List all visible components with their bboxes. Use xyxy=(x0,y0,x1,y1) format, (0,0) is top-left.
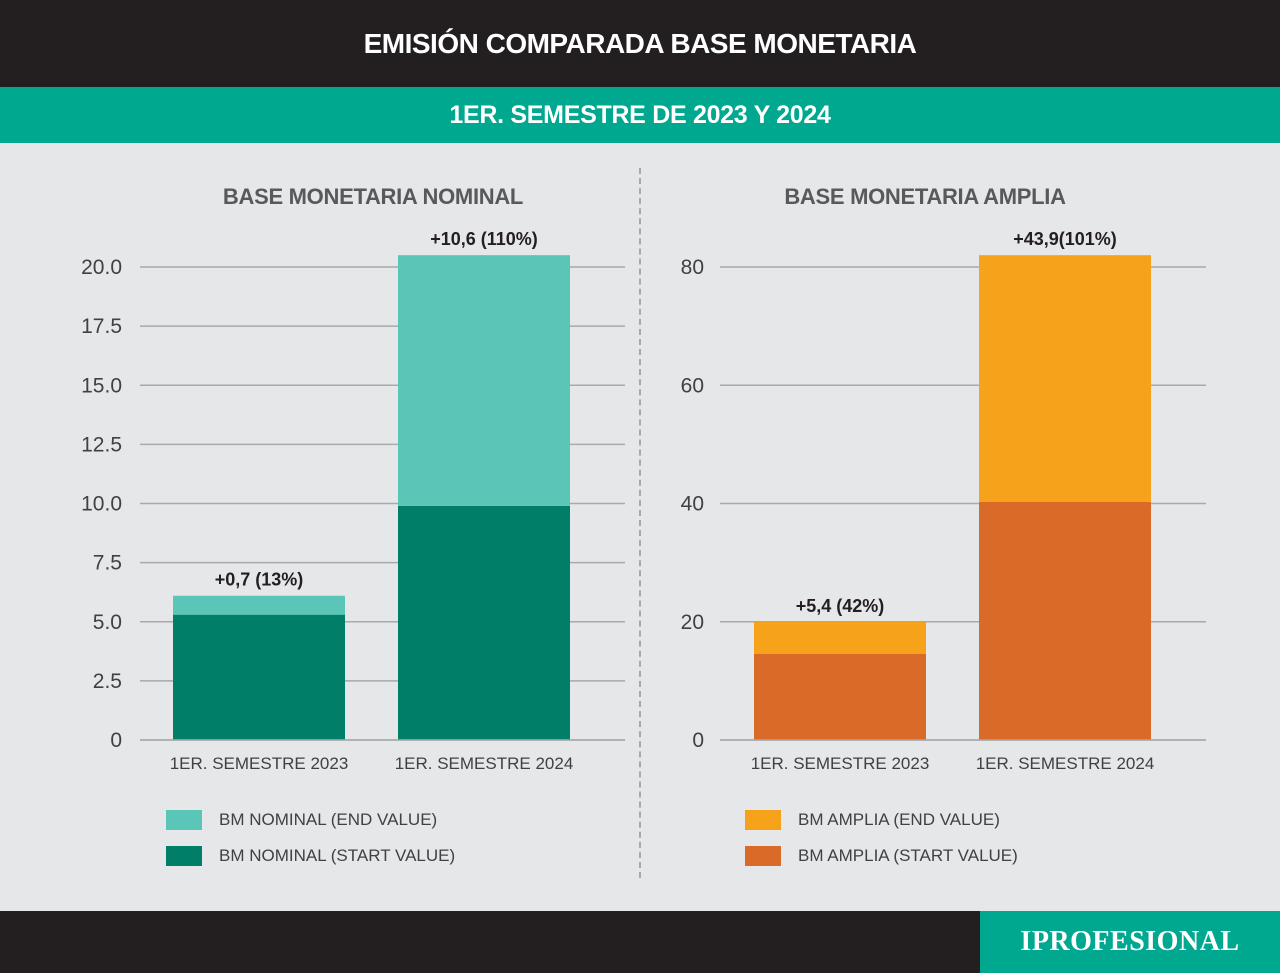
legend-item-nominal-end: BM NOMINAL (END VALUE) xyxy=(166,809,455,831)
panel-title-nominal: BASE MONETARIA NOMINAL xyxy=(222,184,524,209)
y-tick-label: 17.5 xyxy=(81,315,122,338)
bar-nominal-start-2 xyxy=(398,505,570,740)
bar-nominal-end-2 xyxy=(398,255,570,506)
panel-title-amplia: BASE MONETARIA AMPLIA xyxy=(784,184,1066,209)
x-tick-label: 1ER. SEMESTRE 2023 xyxy=(751,754,930,773)
legend-label-nominal-end: BM NOMINAL (END VALUE) xyxy=(219,810,438,829)
y-tick-label: 12.5 xyxy=(81,433,122,456)
x-tick-label: 1ER. SEMESTRE 2024 xyxy=(395,754,574,773)
x-tick-label: 1ER. SEMESTRE 2024 xyxy=(976,754,1155,773)
bar-amplia-start-2 xyxy=(979,501,1151,740)
legend-label-amplia-end: BM AMPLIA (END VALUE) xyxy=(798,810,1000,829)
y-tick-label: 20.0 xyxy=(81,256,122,279)
y-tick-label: 0 xyxy=(692,729,704,752)
y-tick-label: 10.0 xyxy=(81,493,122,516)
y-tick-label: 0 xyxy=(110,729,122,752)
y-tick-label: 2.5 xyxy=(93,670,122,693)
bar-nominal-end-1 xyxy=(173,595,345,615)
bar-annotation: +5,4 (42%) xyxy=(796,596,885,616)
bar-annotation: +10,6 (110%) xyxy=(430,229,538,249)
legend-item-amplia-start: BM AMPLIA (START VALUE) xyxy=(745,845,1018,867)
bar-annotation: +43,9(101%) xyxy=(1013,229,1117,249)
legend-swatch-amplia-end xyxy=(745,810,781,830)
y-tick-label: 80 xyxy=(681,256,704,279)
legend-label-amplia-start: BM AMPLIA (START VALUE) xyxy=(798,846,1018,865)
legend-label-nominal-start: BM NOMINAL (START VALUE) xyxy=(219,846,456,865)
brand-logo: IPROFESIONAL xyxy=(980,911,1280,973)
legend-item-nominal-start: BM NOMINAL (START VALUE) xyxy=(166,845,455,867)
y-tick-label: 60 xyxy=(681,374,704,397)
chart-subtitle: 1ER. SEMESTRE DE 2023 Y 2024 xyxy=(0,87,1280,143)
legend-swatch-nominal-end xyxy=(166,810,202,830)
chart-amplia: 0 20 40 60 80 +5,4 (42%) 1ER. SEMESTRE 2023 +43… xyxy=(681,229,1206,773)
legend-nominal: BM NOMINAL (END VALUE) BM NOMINAL (START… xyxy=(166,809,455,881)
x-tick-label: 1ER. SEMESTRE 2023 xyxy=(170,754,349,773)
y-tick-label: 5.0 xyxy=(93,611,122,634)
panel-divider xyxy=(639,168,641,878)
y-tick-label: 20 xyxy=(681,611,704,634)
legend-swatch-amplia-start xyxy=(745,846,781,866)
bar-amplia-start-1 xyxy=(754,653,926,740)
legend-amplia: BM AMPLIA (END VALUE) BM AMPLIA (START V… xyxy=(745,809,1018,881)
bar-amplia-end-1 xyxy=(754,621,926,654)
legend-item-amplia-end: BM AMPLIA (END VALUE) xyxy=(745,809,1018,831)
y-tick-label: 40 xyxy=(681,493,704,516)
y-tick-label: 15.0 xyxy=(81,374,122,397)
legend-swatch-nominal-start xyxy=(166,846,202,866)
y-tick-label: 7.5 xyxy=(93,552,122,575)
bar-nominal-start-1 xyxy=(173,614,345,740)
bar-amplia-end-2 xyxy=(979,255,1151,502)
chart-nominal: 0 2.5 5.0 7.5 10.0 12.5 15.0 17.5 20.0 +0,7 (13%)… xyxy=(81,229,625,773)
bar-annotation: +0,7 (13%) xyxy=(215,570,304,590)
chart-title: EMISIÓN COMPARADA BASE MONETARIA xyxy=(0,0,1280,87)
